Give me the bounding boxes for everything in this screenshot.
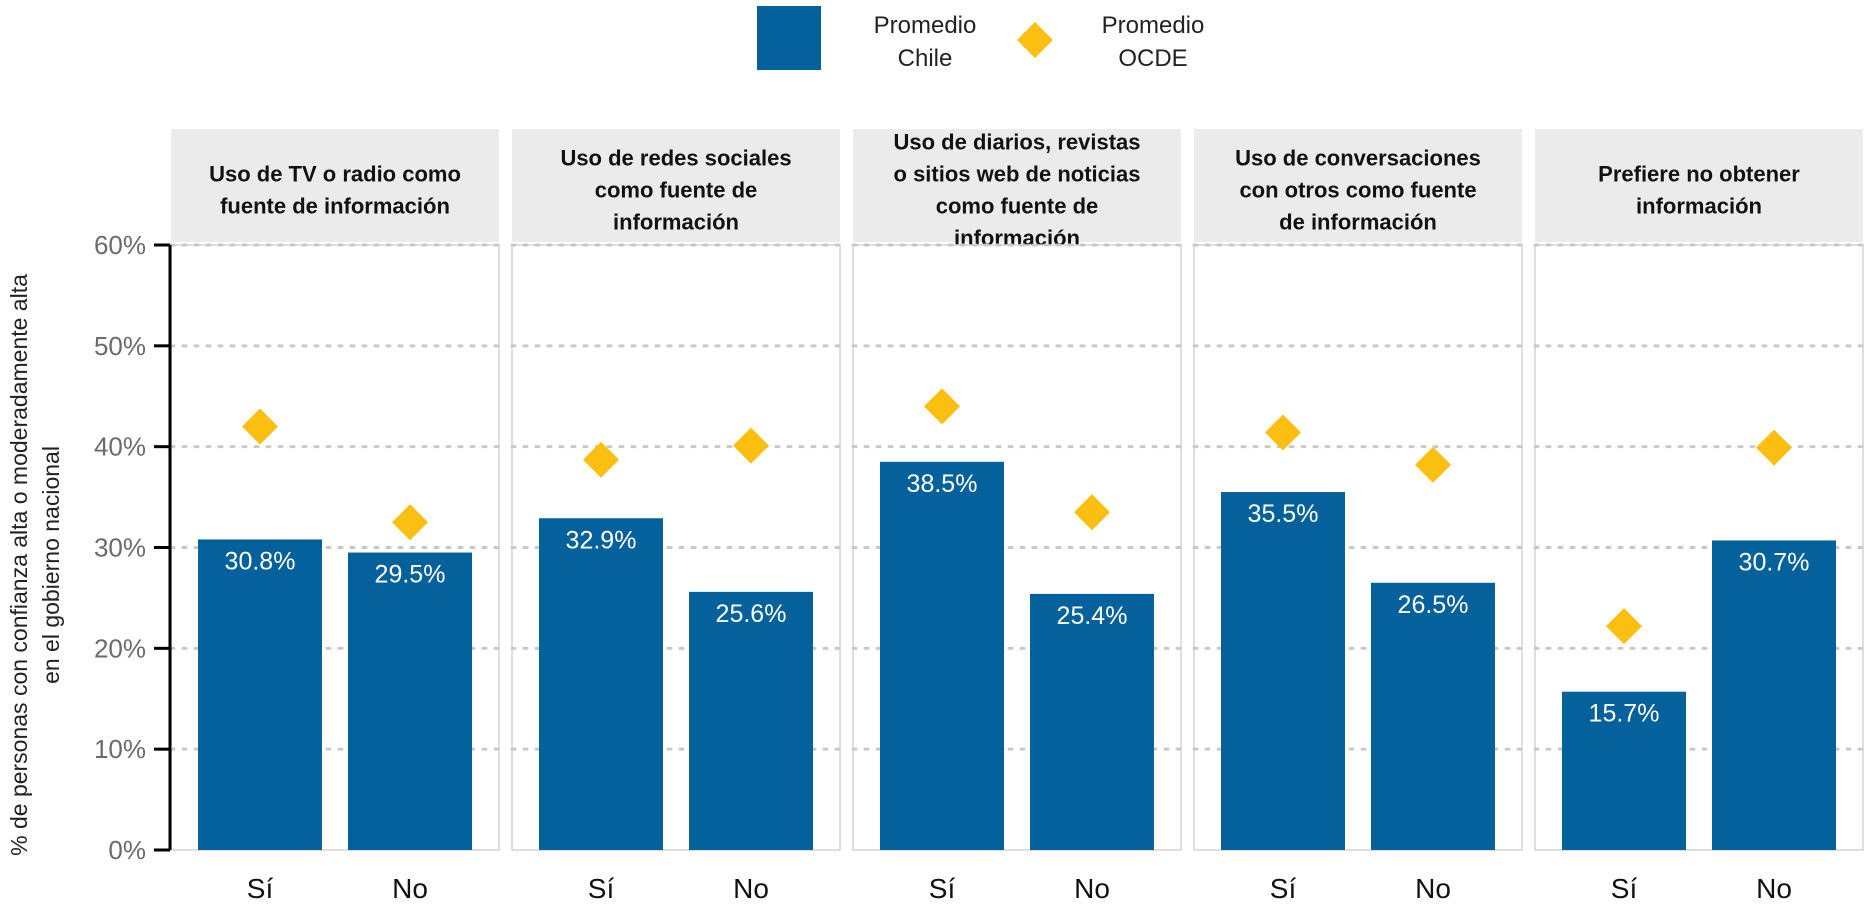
facet-strip [512, 129, 840, 242]
marker-ocde [392, 504, 428, 541]
y-tick-label: 10% [94, 734, 146, 764]
y-tick-label: 30% [94, 533, 146, 563]
category-label: Sí [247, 873, 274, 904]
bar-value-label: 30.8% [225, 547, 296, 575]
bar-value-label: 25.4% [1057, 602, 1128, 630]
facet-title: o sitios web de noticias [894, 162, 1141, 187]
category-label: No [1074, 873, 1110, 904]
bar-chile [689, 591, 813, 850]
bar-value-label: 35.5% [1248, 500, 1319, 528]
facet-title: fuente de información [220, 194, 450, 219]
facet-panel-5: Prefiere no obtener información 15.7% Sí 30.… [1533, 129, 1865, 904]
y-tick-label: 40% [94, 432, 146, 462]
facet-strip [1535, 129, 1863, 242]
marker-ocde [583, 441, 619, 478]
facet-title: con otros como fuente [1239, 178, 1476, 203]
marker-ocde [1415, 446, 1451, 483]
y-tick-label: 50% [94, 331, 146, 361]
bar-chile [1221, 492, 1345, 850]
bar-chile [1030, 593, 1154, 850]
facet-title: información [1636, 194, 1762, 219]
marker-ocde [733, 427, 769, 464]
y-tick-label: 60% [94, 230, 146, 260]
bar-value-label: 25.6% [716, 600, 787, 628]
legend-label: Promedio [874, 12, 977, 39]
bar-value-label: 26.5% [1398, 591, 1469, 619]
category-label: Sí [1270, 873, 1297, 904]
facet-title: información [613, 210, 739, 235]
category-label: No [392, 873, 428, 904]
facet-panel-3: Uso de diarios, revistas o sitios web de … [851, 129, 1183, 904]
marker-ocde [1756, 429, 1792, 466]
legend-swatch-chile [757, 6, 821, 70]
facet-title: Uso de TV o radio como [209, 162, 461, 187]
marker-ocde [924, 388, 960, 425]
bar-value-label: 30.7% [1739, 548, 1810, 576]
bar-value-label: 32.9% [566, 526, 637, 554]
facet-title: Uso de redes sociales [560, 146, 791, 171]
legend-label: Promedio [1102, 12, 1205, 39]
bar-chile [539, 518, 663, 850]
bar-chile [1562, 691, 1686, 850]
facet-panel-4: Uso de conversaciones con otros como fuen… [1192, 129, 1524, 904]
marker-ocde [242, 408, 278, 445]
category-label: No [1756, 873, 1792, 904]
y-axis-title: % de personas con confianza alta o moder… [6, 274, 64, 856]
facet-title: Prefiere no obtener [1598, 162, 1800, 187]
facet-strip [853, 129, 1181, 242]
facet-title: Uso de conversaciones [1235, 146, 1481, 171]
facet-title: de información [1279, 210, 1437, 235]
facet-strip [1194, 129, 1522, 242]
facet-panel-1: Uso de TV o radio como fuente de informac… [169, 129, 501, 904]
bar-chile [198, 539, 322, 850]
facet-panel-2: Uso de redes sociales como fuente de infor… [510, 129, 842, 904]
y-tick-label: 0% [108, 835, 146, 865]
legend-label: Chile [898, 45, 953, 72]
facet-title: como fuente de [595, 178, 758, 203]
category-label: Sí [588, 873, 615, 904]
marker-ocde [1074, 494, 1110, 531]
legend-swatch-ocde [1017, 22, 1053, 58]
category-label: No [733, 873, 769, 904]
facet-title: como fuente de [936, 194, 1099, 219]
bar-value-label: 29.5% [375, 561, 446, 589]
bar-chile [1712, 540, 1836, 850]
category-label: Sí [1611, 873, 1638, 904]
y-tick-label: 20% [94, 633, 146, 663]
y-axis-title-line: en el gobierno nacional [38, 446, 64, 684]
facet-title: Uso de diarios, revistas [894, 130, 1141, 155]
facet-title: información [954, 226, 1080, 251]
facet-strip [171, 129, 499, 242]
bar-chile [1371, 582, 1495, 850]
category-label: Sí [929, 873, 956, 904]
legend-label: OCDE [1118, 45, 1187, 72]
bar-chile [880, 461, 1004, 850]
bar-chile [348, 552, 472, 850]
bar-value-label: 38.5% [907, 470, 978, 498]
bar-value-label: 15.7% [1589, 700, 1660, 728]
marker-ocde [1606, 608, 1642, 645]
category-label: No [1415, 873, 1451, 904]
y-axis-title-line: % de personas con confianza alta o moder… [6, 274, 32, 856]
marker-ocde [1265, 414, 1301, 451]
